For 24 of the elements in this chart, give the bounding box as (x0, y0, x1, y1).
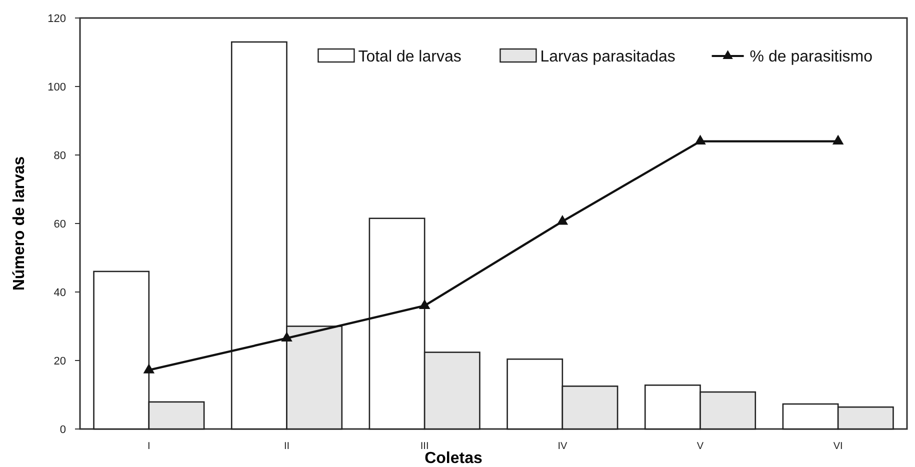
y-tick-label: 60 (54, 218, 66, 230)
y-tick-label: 100 (48, 81, 66, 94)
point (143, 364, 155, 374)
x-tick-label: I (148, 441, 150, 452)
x-tick-label: VI (833, 441, 843, 452)
y-tick-label: 20 (54, 355, 66, 368)
x-tick-label: III (420, 441, 429, 452)
legend-label: Larvas parasitadas (540, 48, 676, 66)
point (832, 134, 844, 145)
x-tick-label: II (284, 441, 290, 452)
x-tick-label: IV (558, 441, 568, 452)
y-tick-label: 80 (54, 150, 66, 162)
x-tick-label: V (696, 441, 704, 452)
y-axis-title: Número de larvas (11, 156, 28, 291)
y-tick-label: 120 (48, 12, 66, 25)
point (694, 134, 706, 145)
y-tick-label: 40 (54, 286, 66, 299)
legend-label: Total de larvas (358, 48, 462, 66)
point (418, 299, 430, 309)
point (556, 214, 568, 225)
legend-label: % de parasitismo (750, 48, 873, 66)
x-axis-title: Coletas (424, 450, 482, 467)
point (281, 332, 292, 342)
y-tick-label: 0 (60, 424, 66, 436)
